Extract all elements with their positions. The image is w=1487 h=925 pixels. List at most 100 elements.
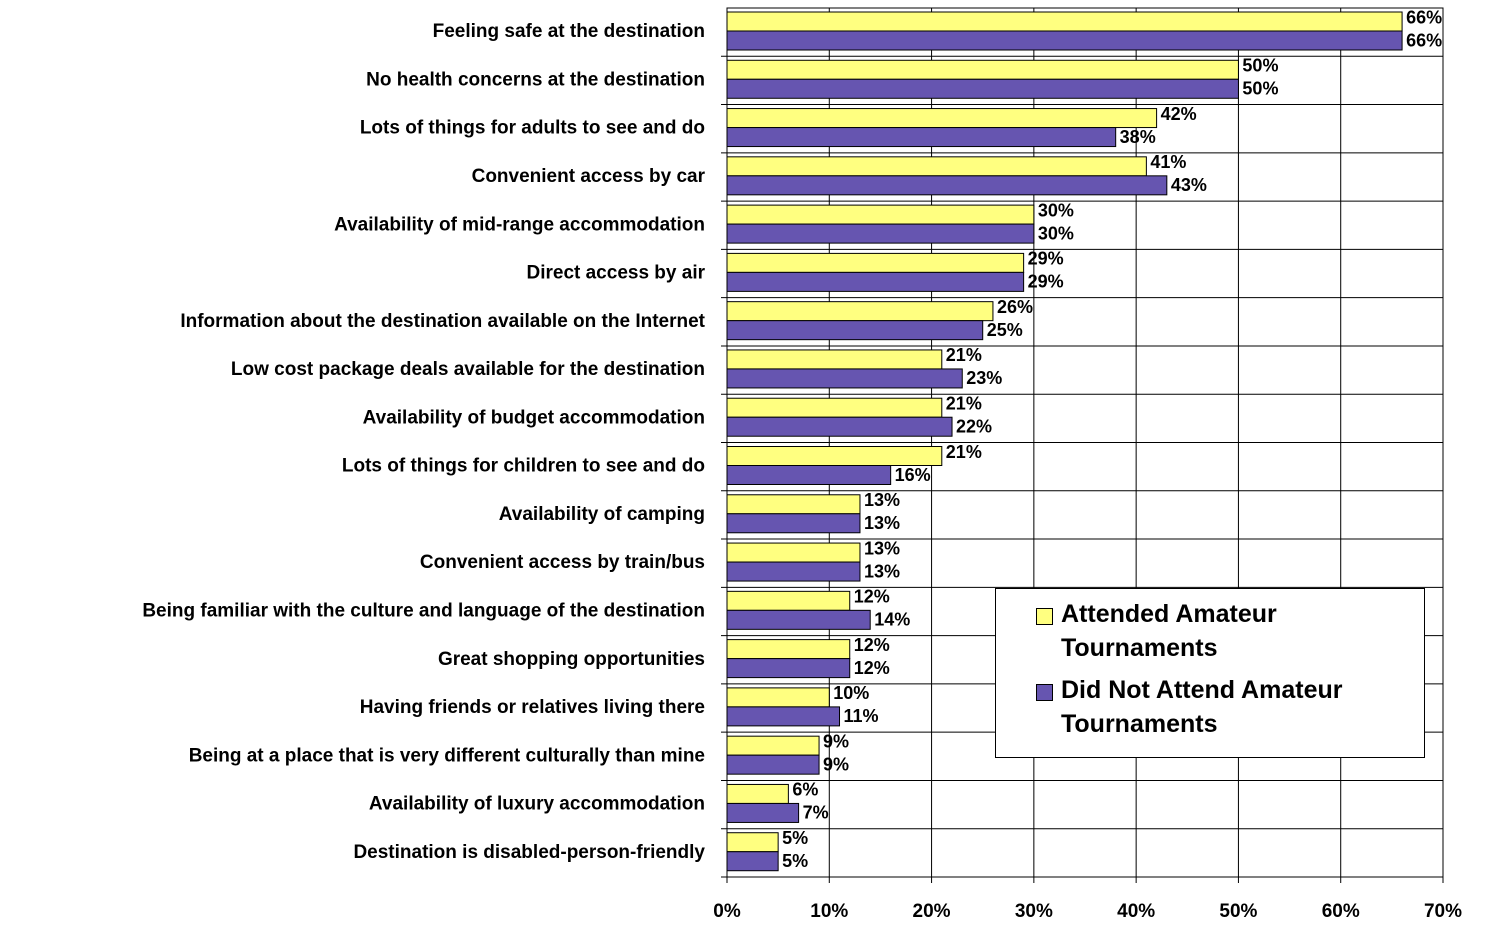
value-label: 14% bbox=[874, 610, 910, 630]
value-label: 30% bbox=[1038, 223, 1074, 243]
bar bbox=[726, 542, 861, 563]
x-tick-label: 40% bbox=[1117, 901, 1155, 922]
bar bbox=[726, 609, 871, 630]
category-label: Convenient access by car bbox=[472, 166, 706, 187]
value-label: 6% bbox=[792, 780, 818, 800]
category-label: Availability of luxury accommodation bbox=[369, 794, 705, 815]
x-tick-label: 70% bbox=[1424, 901, 1462, 922]
legend-label: Did Not Attend Amateur Tournaments bbox=[1061, 676, 1343, 738]
value-label: 38% bbox=[1120, 127, 1156, 147]
bar bbox=[726, 513, 861, 534]
value-label: 11% bbox=[844, 706, 879, 726]
category-label: Great shopping opportunities bbox=[438, 649, 705, 670]
category-label: Availability of budget accommodation bbox=[363, 407, 705, 428]
x-tick-label: 50% bbox=[1219, 901, 1257, 922]
bar bbox=[726, 78, 1239, 99]
legend-label: Attended Amateur Tournaments bbox=[1061, 600, 1277, 662]
bar bbox=[726, 687, 830, 708]
bar bbox=[726, 735, 820, 756]
bar bbox=[726, 175, 1168, 196]
x-tick-label: 60% bbox=[1322, 901, 1360, 922]
value-label: 5% bbox=[782, 851, 808, 871]
bar bbox=[726, 658, 851, 679]
legend-swatch bbox=[1036, 684, 1053, 701]
bar bbox=[726, 494, 861, 515]
bar bbox=[726, 30, 1403, 51]
value-label: 13% bbox=[864, 490, 900, 510]
bar bbox=[726, 783, 789, 804]
value-label: 50% bbox=[1242, 79, 1278, 99]
value-label: 7% bbox=[803, 803, 829, 823]
bar bbox=[726, 397, 943, 418]
bar bbox=[726, 108, 1158, 129]
category-label: Being familiar with the culture and lang… bbox=[142, 600, 705, 621]
category-label: Lots of things for adults to see and do bbox=[360, 118, 705, 139]
value-label: 29% bbox=[1028, 249, 1064, 269]
bar bbox=[726, 11, 1403, 32]
bar bbox=[726, 832, 779, 853]
value-label: 9% bbox=[823, 754, 849, 774]
plot-border bbox=[726, 7, 1444, 878]
bar bbox=[726, 706, 841, 727]
category-label: Feeling safe at the destination bbox=[433, 21, 705, 42]
bar bbox=[726, 127, 1117, 148]
value-label: 26% bbox=[997, 297, 1033, 317]
value-label: 13% bbox=[864, 561, 900, 581]
category-label: Lots of things for children to see and d… bbox=[342, 456, 705, 477]
category-label: No health concerns at the destination bbox=[366, 69, 705, 90]
value-label: 30% bbox=[1038, 200, 1074, 220]
value-label: 43% bbox=[1171, 175, 1207, 195]
category-label: Having friends or relatives living there bbox=[360, 697, 705, 718]
value-label: 21% bbox=[946, 442, 982, 462]
category-label: Low cost package deals available for the… bbox=[231, 359, 705, 380]
bar bbox=[726, 802, 800, 823]
x-tick-label: 30% bbox=[1015, 901, 1053, 922]
category-label: Availability of camping bbox=[499, 504, 705, 525]
value-label: 12% bbox=[854, 587, 890, 607]
bar bbox=[726, 271, 1025, 292]
value-label: 22% bbox=[956, 416, 992, 436]
x-tick-label: 0% bbox=[713, 901, 741, 922]
bar bbox=[726, 252, 1025, 273]
value-label: 13% bbox=[864, 513, 900, 533]
value-label: 66% bbox=[1406, 7, 1442, 27]
x-tick-label: 10% bbox=[810, 901, 848, 922]
bar bbox=[726, 851, 779, 872]
category-label: Availability of mid-range accommodation bbox=[334, 214, 705, 235]
bar bbox=[726, 320, 984, 341]
bar bbox=[726, 156, 1147, 177]
bar bbox=[726, 446, 943, 466]
legend-entry: Did Not Attend Amateur Tournaments bbox=[1036, 673, 1424, 741]
legend-entry: Attended Amateur Tournaments bbox=[1036, 597, 1424, 665]
x-tick-label: 20% bbox=[913, 901, 951, 922]
category-label: Direct access by air bbox=[526, 263, 705, 284]
bar bbox=[726, 465, 892, 485]
bar bbox=[726, 349, 943, 370]
value-label: 12% bbox=[854, 635, 890, 655]
bar bbox=[726, 639, 851, 660]
bar bbox=[726, 223, 1035, 244]
category-label: Information about the destination availa… bbox=[180, 311, 705, 332]
value-label: 42% bbox=[1161, 104, 1197, 124]
bar bbox=[726, 301, 994, 322]
value-label: 50% bbox=[1242, 56, 1278, 76]
value-label: 13% bbox=[864, 538, 900, 558]
value-label: 16% bbox=[895, 465, 931, 485]
value-label: 23% bbox=[966, 368, 1002, 388]
value-label: 25% bbox=[987, 320, 1023, 340]
bar bbox=[726, 368, 963, 389]
bar bbox=[726, 204, 1035, 225]
legend-swatch bbox=[1036, 608, 1053, 625]
value-label: 21% bbox=[946, 345, 982, 365]
value-label: 21% bbox=[946, 393, 982, 413]
legend: Attended Amateur Tournaments Did Not Atte… bbox=[995, 588, 1425, 758]
bar bbox=[726, 561, 861, 582]
bar bbox=[726, 590, 851, 611]
value-label: 41% bbox=[1150, 152, 1186, 172]
category-label: Convenient access by train/bus bbox=[420, 552, 705, 573]
bar bbox=[726, 754, 820, 775]
value-label: 66% bbox=[1406, 30, 1442, 50]
value-label: 29% bbox=[1028, 272, 1064, 292]
